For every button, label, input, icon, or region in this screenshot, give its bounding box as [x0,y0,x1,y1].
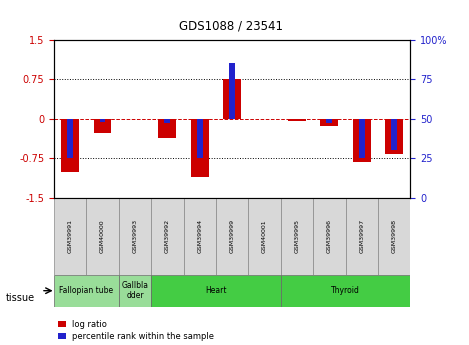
Bar [119,275,151,306]
Bar [86,198,119,275]
Bar [346,198,378,275]
Bar [159,119,176,138]
Text: Gallbla
dder: Gallbla dder [121,281,149,300]
Text: GSM39999: GSM39999 [230,219,234,253]
Bar [391,119,397,150]
Text: GSM39998: GSM39998 [392,219,397,253]
Bar [281,275,410,306]
Text: Fallopian tube: Fallopian tube [59,286,113,295]
Text: GSM39996: GSM39996 [327,219,332,253]
Bar [151,275,281,306]
Bar [94,119,112,134]
Text: Thyroid: Thyroid [331,286,360,295]
Bar [353,119,371,162]
Text: GSM39991: GSM39991 [68,219,73,253]
Bar [229,63,235,119]
Bar [385,119,403,155]
Text: GDS1088 / 23541: GDS1088 / 23541 [179,20,283,33]
Bar [183,198,216,275]
Legend: log ratio, percentile rank within the sample: log ratio, percentile rank within the sa… [58,321,214,341]
Bar [99,119,106,122]
Bar [320,119,338,126]
Bar [281,198,313,275]
Text: GSM39995: GSM39995 [295,219,300,253]
Text: GSM39992: GSM39992 [165,219,170,253]
Bar [119,198,151,275]
Bar [67,119,73,158]
Text: GSM40000: GSM40000 [100,219,105,253]
Bar [249,198,281,275]
Bar [223,79,241,119]
Text: GSM39997: GSM39997 [359,219,364,253]
Bar [191,119,209,177]
Bar [61,119,79,172]
Text: GSM40001: GSM40001 [262,219,267,253]
Bar [165,119,170,124]
Text: GSM39994: GSM39994 [197,219,202,253]
Bar [326,119,332,124]
Bar [359,119,365,158]
Bar [378,198,410,275]
Bar [216,198,249,275]
Bar [54,275,119,306]
Bar [197,119,203,158]
Text: Heart: Heart [205,286,227,295]
Bar [54,198,86,275]
Text: tissue: tissue [6,294,35,303]
Bar [151,198,183,275]
Bar [288,119,306,121]
Text: GSM39993: GSM39993 [132,219,137,253]
Bar [313,198,346,275]
